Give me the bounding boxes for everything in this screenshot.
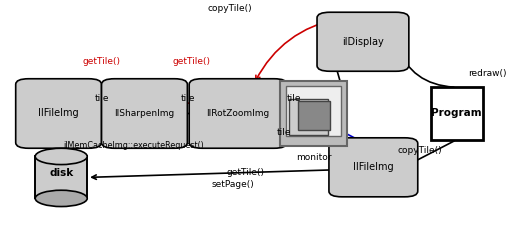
FancyArrowPatch shape: [56, 141, 65, 152]
Text: redraw(): redraw(): [469, 69, 507, 78]
FancyArrowPatch shape: [331, 51, 346, 102]
Text: getTile(): getTile(): [83, 57, 120, 67]
Text: monitor: monitor: [296, 153, 331, 162]
FancyArrowPatch shape: [92, 111, 110, 116]
FancyBboxPatch shape: [101, 79, 187, 148]
Text: IIFileImg: IIFileImg: [38, 109, 79, 118]
Text: tile: tile: [277, 128, 292, 137]
Ellipse shape: [35, 190, 87, 207]
FancyBboxPatch shape: [35, 156, 87, 198]
Text: IIRotZoomImg: IIRotZoomImg: [207, 109, 270, 118]
Text: getTile(): getTile(): [172, 57, 210, 67]
FancyBboxPatch shape: [329, 138, 418, 197]
Bar: [289, 99, 328, 135]
FancyArrowPatch shape: [71, 86, 133, 103]
FancyArrowPatch shape: [397, 46, 454, 87]
Text: copyTile(): copyTile(): [208, 4, 253, 13]
FancyArrowPatch shape: [92, 170, 340, 179]
Ellipse shape: [35, 148, 87, 165]
Text: iIMemCacheImg::executeRequest(): iIMemCacheImg::executeRequest(): [64, 141, 204, 150]
Text: tile: tile: [287, 94, 301, 104]
FancyArrowPatch shape: [407, 141, 454, 165]
FancyArrowPatch shape: [161, 86, 223, 103]
FancyBboxPatch shape: [189, 79, 287, 148]
FancyBboxPatch shape: [317, 12, 409, 71]
FancyArrowPatch shape: [177, 111, 198, 116]
Bar: [298, 101, 330, 130]
Text: getTile(): getTile(): [227, 168, 265, 178]
Text: copyTile(): copyTile(): [398, 146, 442, 155]
Text: ilDisplay: ilDisplay: [342, 37, 384, 47]
Text: IIFileImg: IIFileImg: [353, 162, 394, 172]
Text: tile: tile: [94, 94, 109, 104]
FancyArrowPatch shape: [256, 18, 339, 80]
Text: setPage(): setPage(): [211, 180, 254, 189]
Text: disk: disk: [49, 168, 73, 178]
Bar: [286, 86, 341, 136]
Bar: [280, 81, 347, 146]
FancyArrowPatch shape: [271, 111, 277, 116]
Text: Program: Program: [431, 109, 482, 118]
FancyArrowPatch shape: [263, 125, 361, 142]
Text: tile: tile: [181, 94, 196, 104]
Text: IISharpenImg: IISharpenImg: [115, 109, 175, 118]
FancyBboxPatch shape: [16, 79, 101, 148]
Bar: [430, 87, 483, 140]
